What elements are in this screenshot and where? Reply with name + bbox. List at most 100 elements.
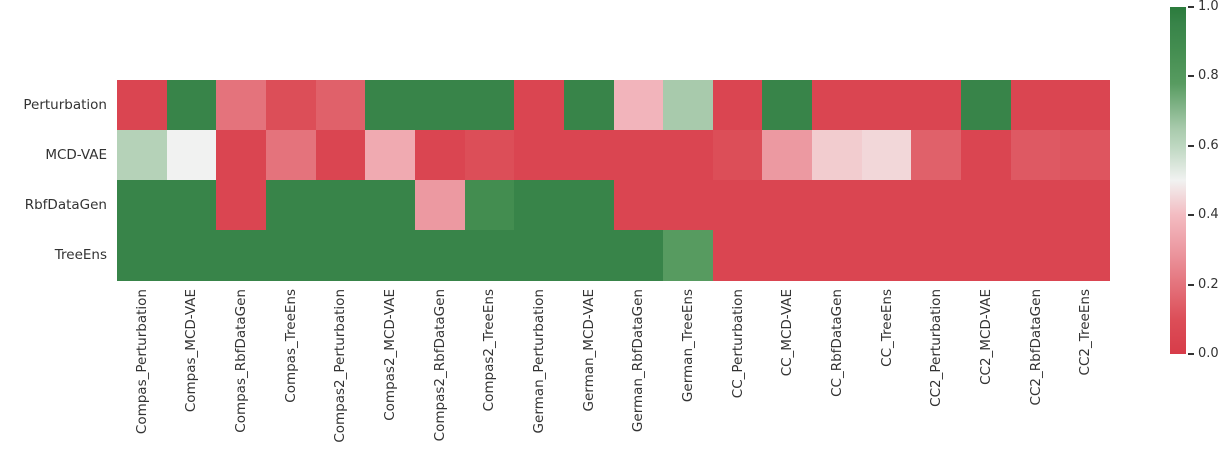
heatmap-cell [464, 130, 515, 181]
heatmap-cell [961, 180, 1012, 231]
heatmap-cell [315, 130, 366, 181]
heatmap-cell [712, 80, 763, 131]
heatmap-cell [812, 130, 863, 181]
colorbar [1170, 7, 1186, 354]
heatmap-cell [712, 130, 763, 181]
heatmap-cell [216, 130, 267, 181]
heatmap-cell [315, 80, 366, 131]
colorbar-tick [1188, 144, 1194, 147]
heatmap-cell [414, 80, 466, 131]
heatmap-cell [464, 80, 515, 131]
heatmap-cell [514, 80, 565, 131]
heatmap-cell [1060, 180, 1111, 231]
heatmap-cell [315, 180, 366, 231]
heatmap-cell [563, 230, 614, 281]
heatmap-cell [712, 230, 763, 281]
colorbar-tick [1188, 6, 1194, 8]
colorbar-tick-label: 0.6 [1198, 137, 1219, 153]
x-tick-label: CC2_MCD-VAE [977, 289, 994, 385]
heatmap-cell [166, 180, 217, 231]
colorbar-tick-label: 1.0 [1198, 0, 1219, 14]
heatmap-cell [117, 180, 168, 231]
heatmap-cell [216, 180, 267, 231]
heatmap-cell [563, 130, 614, 181]
heatmap-cell [514, 230, 565, 281]
plot-area [117, 80, 1111, 281]
heatmap-cell [911, 230, 962, 281]
heatmap-cell [762, 230, 813, 281]
heatmap-cell [961, 230, 1012, 281]
heatmap-cell [464, 230, 515, 281]
y-tick-label: MCD-VAE [45, 147, 107, 163]
y-tick-label: RbfDataGen [24, 197, 107, 213]
x-tick-label: Compas2_MCD-VAE [382, 289, 399, 421]
x-tick-label: Compas_RbfDataGen [233, 289, 250, 433]
heatmap-cell [613, 230, 664, 281]
heatmap-cell [1060, 80, 1111, 131]
heatmap-cell [613, 80, 664, 131]
heatmap-cell [613, 180, 664, 231]
heatmap-cell [663, 130, 714, 181]
heatmap-cell [563, 80, 614, 131]
colorbar-tick-label: 0.8 [1198, 68, 1219, 84]
heatmap-cell [712, 180, 763, 231]
heatmap-cell [812, 80, 863, 131]
colorbar-tick [1188, 214, 1194, 217]
heatmap-cell [414, 130, 466, 181]
x-tick-label: German_MCD-VAE [580, 289, 597, 412]
heatmap-cell [762, 180, 813, 231]
heatmap-cell [166, 230, 217, 281]
x-tick-label: Compas2_RbfDataGen [431, 289, 448, 442]
x-tick-label: Compas2_TreeEns [481, 289, 498, 412]
x-tick-label: German_RbfDataGen [630, 289, 647, 433]
heatmap-cell [117, 80, 168, 131]
heatmap-cell [961, 80, 1012, 131]
x-tick-label: CC2_RbfDataGen [1027, 289, 1044, 406]
heatmap-cell [861, 180, 912, 231]
x-tick-label: German_Perturbation [531, 289, 548, 434]
heatmap-cell [613, 130, 664, 181]
heatmap-cell [414, 180, 466, 231]
x-tick-label: Compas_MCD-VAE [183, 289, 200, 413]
heatmap-cell [563, 180, 614, 231]
x-tick-label: CC2_Perturbation [928, 289, 945, 407]
heatmap-cell [1060, 130, 1111, 181]
colorbar-tick-label: 0.2 [1198, 276, 1219, 292]
heatmap-cell [861, 80, 912, 131]
heatmap-cell [762, 80, 813, 131]
heatmap-cell [514, 130, 565, 181]
heatmap-cell [365, 80, 416, 131]
heatmap-cell [663, 80, 714, 131]
heatmap-cell [117, 230, 168, 281]
heatmap-cell [911, 80, 962, 131]
heatmap-cell [663, 230, 714, 281]
heatmap-cell [1010, 230, 1061, 281]
colorbar-tick [1188, 283, 1194, 286]
x-tick-label: CC2_TreeEns [1077, 289, 1094, 376]
x-tick-label: CC_MCD-VAE [779, 289, 796, 377]
heatmap-cell [315, 230, 366, 281]
heatmap-cell [1010, 130, 1061, 181]
heatmap-cell [1060, 230, 1111, 281]
heatmap-cell [265, 180, 317, 231]
x-tick-label: Compas_TreeEns [282, 289, 299, 403]
heatmap-cell [365, 180, 416, 231]
colorbar-tick-label: 0.4 [1198, 207, 1219, 223]
heatmap-cell [861, 130, 912, 181]
heatmap-cell [166, 130, 217, 181]
x-tick-label: German_TreeEns [679, 289, 696, 403]
heatmap-cell [1010, 180, 1061, 231]
colorbar-tick [1188, 75, 1194, 78]
heatmap-cell [414, 230, 466, 281]
x-tick-label: Compas2_Perturbation [332, 289, 349, 443]
heatmap-cell [861, 230, 912, 281]
heatmap-cell [762, 130, 813, 181]
heatmap-cell [961, 130, 1012, 181]
heatmap-cell [812, 230, 863, 281]
heatmap-cell [216, 230, 267, 281]
heatmap-cell [812, 180, 863, 231]
x-tick-label: CC_Perturbation [729, 289, 746, 399]
colorbar-tick-label: 0.0 [1198, 346, 1219, 361]
x-tick-label: CC_TreeEns [878, 289, 895, 367]
